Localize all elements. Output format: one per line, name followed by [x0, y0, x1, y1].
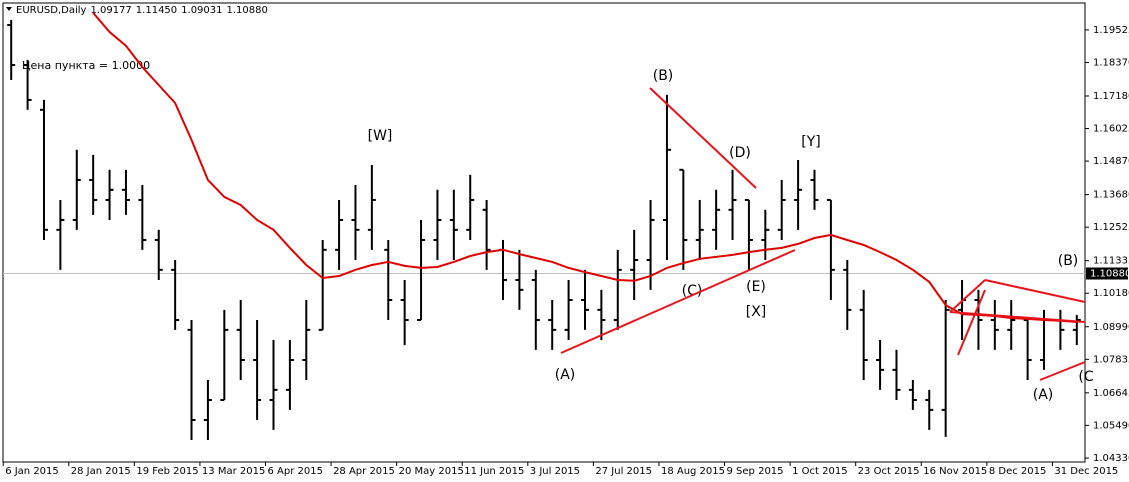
x-tick-label: 23 Oct 2015: [858, 466, 920, 477]
x-tick-label: 18 Aug 2015: [661, 466, 725, 477]
y-tick-label: 1.05490: [1093, 420, 1129, 431]
x-tick-label: 19 Feb 2015: [136, 466, 198, 477]
menu-arrow[interactable]: [6, 7, 12, 11]
info-text: Цена пункта = 1.0000: [22, 59, 150, 72]
x-tick-label: 27 Jul 2015: [595, 466, 652, 477]
x-tick-label: 20 May 2015: [399, 466, 464, 477]
x-tick-label: 6 Jan 2015: [5, 466, 59, 477]
trend-line: [949, 311, 1086, 323]
y-tick-label: 1.08990: [1093, 322, 1129, 333]
current-price-box: [1086, 267, 1128, 280]
trend-line: [949, 279, 986, 313]
wave-label: (C): [682, 283, 703, 299]
x-tick-label: 11 Jun 2015: [464, 466, 524, 477]
ohlc-value: 1.10880: [227, 5, 268, 16]
symbol: EURUSD,Daily: [16, 5, 87, 16]
trend-line: [1039, 361, 1086, 381]
x-tick-label: 28 Jan 2015: [71, 466, 131, 477]
ohlc-value: 1.09177: [90, 5, 131, 16]
x-tick-label: 3 Jul 2015: [530, 466, 580, 477]
x-tick-label: 1 Oct 2015: [792, 466, 847, 477]
x-tick-label: 28 Apr 2015: [333, 466, 395, 477]
y-tick-label: 1.04330: [1093, 453, 1129, 464]
current-price-label: 1.10880: [1090, 268, 1129, 279]
ohlc-value: 1.11450: [136, 5, 177, 16]
wave-label: [X]: [746, 304, 767, 320]
moving-average: [92, 12, 1077, 323]
x-tick-label: 8 Dec 2015: [989, 466, 1047, 477]
wave-label: (A): [1033, 387, 1054, 403]
wave-label: [Y]: [801, 134, 820, 150]
wave-label: (C: [1078, 369, 1093, 385]
wave-label: (B): [1058, 253, 1079, 269]
wave-label: [W]: [368, 128, 393, 144]
wave-label: (E): [746, 279, 766, 295]
x-tick-label: 6 Apr 2015: [268, 466, 323, 477]
y-tick-label: 1.14870: [1093, 156, 1129, 167]
trend-line: [957, 289, 986, 356]
trend-line: [984, 279, 1086, 303]
trend-line: [560, 249, 796, 354]
y-tick-label: 1.07835: [1093, 354, 1129, 365]
y-tick-label: 1.16025: [1093, 124, 1129, 135]
x-tick-label: 16 Nov 2015: [923, 466, 987, 477]
y-tick-label: 1.12525: [1093, 222, 1129, 233]
wave-label: (D): [729, 145, 751, 161]
y-tick-label: 1.06645: [1093, 388, 1129, 399]
y-tick-label: 1.17180: [1093, 91, 1129, 102]
wave-label: (B): [653, 68, 674, 84]
y-tick-label: 1.18370: [1093, 57, 1129, 68]
ohlc-value: 1.09031: [181, 5, 222, 16]
x-tick-label: 9 Sep 2015: [727, 466, 784, 477]
trend-line: [649, 87, 757, 189]
y-tick-label: 1.10180: [1093, 288, 1129, 299]
y-tick-label: 1.13680: [1093, 190, 1129, 201]
trend-lines: [560, 87, 1086, 381]
header: EURUSD,Daily 1.09177 1.11450 1.09031 1.10880: [16, 5, 268, 16]
wave-label: (A): [555, 367, 576, 383]
y-tick-label: 1.11335: [1093, 256, 1129, 267]
x-tick-label: 31 Dec 2015: [1054, 466, 1118, 477]
y-tick-label: 1.19525: [1093, 25, 1129, 36]
x-tick-label: 13 Mar 2015: [202, 466, 265, 477]
plot-frame: [2, 2, 1086, 463]
